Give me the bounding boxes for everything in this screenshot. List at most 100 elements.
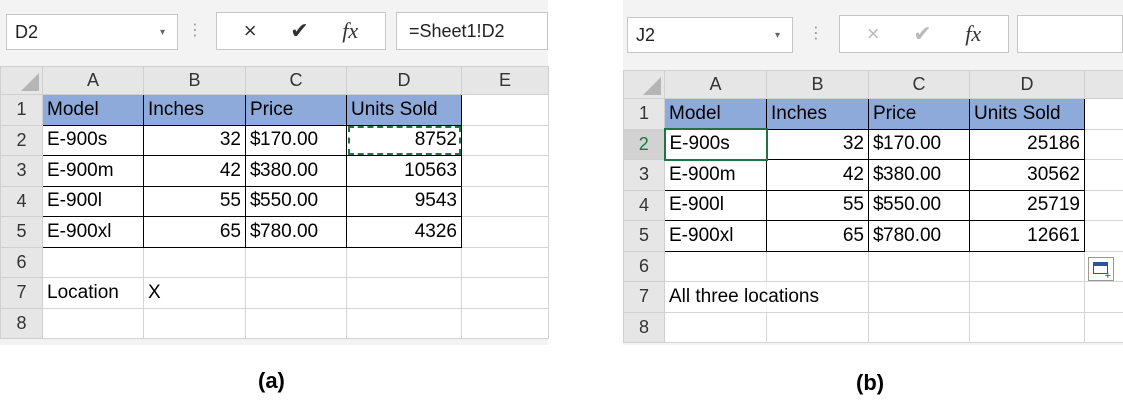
cell-a2[interactable]: E-900s — [42, 124, 144, 156]
column-header-a[interactable]: A — [42, 66, 144, 95]
cell-b3[interactable]: 42 — [766, 159, 869, 191]
cell-a3[interactable]: E-900m — [664, 159, 767, 191]
cell-a6[interactable] — [664, 250, 767, 282]
cell-b5[interactable]: 65 — [766, 220, 869, 252]
cell-a5[interactable]: E-900xl — [664, 220, 767, 252]
select-all-corner[interactable] — [623, 70, 665, 99]
name-box[interactable]: D2 ▾ — [6, 14, 178, 50]
cell-d1[interactable]: Units Sold — [346, 94, 462, 126]
cell-d5[interactable]: 12661 — [969, 220, 1085, 252]
cell-e1[interactable] — [461, 94, 549, 126]
cell-b5[interactable]: 65 — [143, 216, 246, 248]
select-all-corner[interactable] — [0, 66, 43, 95]
column-header-c[interactable]: C — [245, 66, 347, 95]
cell-e4[interactable] — [1084, 189, 1123, 221]
cell-c3[interactable]: $380.00 — [245, 155, 347, 187]
cell-a6[interactable] — [42, 246, 144, 278]
cell-c4[interactable]: $550.00 — [868, 189, 970, 221]
cell-e8[interactable] — [1084, 311, 1123, 343]
cell-a5[interactable]: E-900xl — [42, 216, 144, 248]
cell-a8[interactable] — [42, 307, 144, 339]
cell-b4[interactable]: 55 — [766, 189, 869, 221]
cell-c4[interactable]: $550.00 — [245, 185, 347, 217]
row-header[interactable]: 6 — [623, 250, 665, 282]
cell-c1[interactable]: Price — [245, 94, 347, 126]
row-header[interactable]: 7 — [623, 281, 665, 313]
formula-input[interactable] — [1017, 15, 1123, 53]
cell-d2[interactable]: 25186 — [969, 128, 1085, 160]
cell-b2[interactable]: 32 — [766, 128, 869, 160]
cell-c5[interactable]: $780.00 — [868, 220, 970, 252]
cell-e5[interactable] — [461, 216, 549, 248]
cell-c7[interactable] — [245, 277, 347, 309]
cell-d2-copy-selection[interactable]: 8752 — [346, 124, 462, 156]
cell-d3[interactable]: 30562 — [969, 159, 1085, 191]
cell-e2[interactable] — [1084, 128, 1123, 160]
confirm-icon[interactable]: ✔ — [913, 21, 932, 46]
cell-b8[interactable] — [143, 307, 246, 339]
row-header[interactable]: 1 — [623, 98, 665, 130]
row-header[interactable]: 3 — [0, 155, 43, 187]
cell-e2[interactable] — [461, 124, 549, 156]
cell-b4[interactable]: 55 — [143, 185, 246, 217]
cancel-icon[interactable]: × — [866, 21, 880, 46]
insert-function-icon[interactable]: fx — [342, 18, 359, 43]
cell-c8[interactable] — [868, 311, 970, 343]
cell-e6[interactable] — [461, 246, 549, 278]
column-header-d[interactable]: D — [969, 70, 1085, 99]
cell-b8[interactable] — [766, 311, 869, 343]
cell-e7[interactable] — [461, 277, 549, 309]
cell-d8[interactable] — [969, 311, 1085, 343]
row-header[interactable]: 7 — [0, 277, 43, 309]
cell-b2[interactable]: 32 — [143, 124, 246, 156]
cell-a1[interactable]: Model — [664, 98, 767, 130]
row-header[interactable]: 8 — [623, 311, 665, 343]
row-header[interactable]: 5 — [0, 216, 43, 248]
cell-d4[interactable]: 9543 — [346, 185, 462, 217]
chevron-down-icon[interactable]: ▾ — [774, 29, 780, 41]
row-header[interactable]: 4 — [623, 189, 665, 221]
cell-b3[interactable]: 42 — [143, 155, 246, 187]
cell-b1[interactable]: Inches — [143, 94, 246, 126]
cell-c7[interactable] — [868, 281, 970, 313]
cell-e5[interactable] — [1084, 220, 1123, 252]
cell-c1[interactable]: Price — [868, 98, 970, 130]
cell-e8[interactable] — [461, 307, 549, 339]
cell-b6[interactable] — [143, 246, 246, 278]
cell-e7[interactable] — [1084, 281, 1123, 313]
cell-c2[interactable]: $170.00 — [245, 124, 347, 156]
cell-a4[interactable]: E-900l — [664, 189, 767, 221]
row-header[interactable]: 6 — [0, 246, 43, 278]
chevron-down-icon[interactable]: ▾ — [159, 26, 165, 38]
formula-input[interactable]: =Sheet1!D2 — [396, 12, 548, 50]
cell-d3[interactable]: 10563 — [346, 155, 462, 187]
confirm-icon[interactable]: ✔ — [290, 18, 309, 43]
column-header-a[interactable]: A — [664, 70, 767, 99]
cell-d5[interactable]: 4326 — [346, 216, 462, 248]
insert-function-icon[interactable]: fx — [965, 21, 982, 46]
cell-c2[interactable]: $170.00 — [868, 128, 970, 160]
row-header-active[interactable]: 2 — [623, 128, 665, 160]
name-box[interactable]: J2 ▾ — [627, 17, 793, 53]
cell-a2-selected[interactable]: E-900s — [663, 128, 768, 161]
cell-b1[interactable]: Inches — [766, 98, 869, 130]
row-header[interactable]: 2 — [0, 124, 43, 156]
cell-c6[interactable] — [868, 250, 970, 282]
paste-options-icon[interactable] — [1088, 257, 1114, 282]
cell-a4[interactable]: E-900l — [42, 185, 144, 217]
row-header[interactable]: 8 — [0, 307, 43, 339]
cell-c3[interactable]: $380.00 — [868, 159, 970, 191]
cell-c8[interactable] — [245, 307, 347, 339]
cell-d6[interactable] — [969, 250, 1085, 282]
cancel-icon[interactable]: × — [243, 18, 257, 43]
cell-e3[interactable] — [1084, 159, 1123, 191]
cell-d1[interactable]: Units Sold — [969, 98, 1085, 130]
row-header[interactable]: 4 — [0, 185, 43, 217]
cell-c6[interactable] — [245, 246, 347, 278]
cell-a3[interactable]: E-900m — [42, 155, 144, 187]
column-header-b[interactable]: B — [143, 66, 246, 95]
row-header[interactable]: 1 — [0, 94, 43, 126]
cell-a7[interactable]: Location — [42, 277, 144, 309]
column-header-d[interactable]: D — [346, 66, 462, 95]
column-header-c[interactable]: C — [868, 70, 970, 99]
